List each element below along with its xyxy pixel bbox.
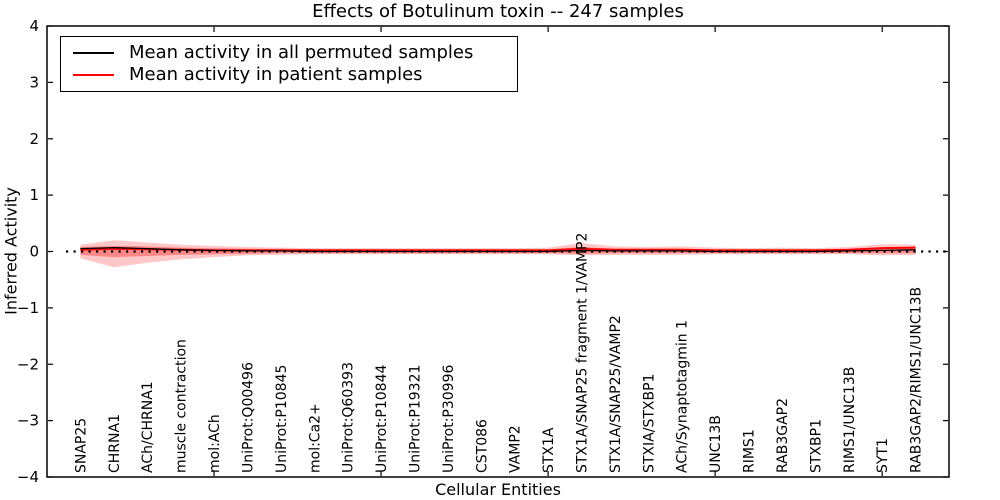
x-category-label: UniProt:P10845	[274, 365, 290, 473]
patient-line-swatch	[73, 74, 114, 77]
permuted-line-swatch	[73, 51, 114, 54]
y-tick-label: −2	[17, 355, 39, 373]
permuted-mean-line	[80, 246, 916, 253]
y-tick-label: 3	[29, 73, 39, 91]
legend-label-patient: Mean activity in patient samples	[129, 64, 423, 86]
x-category-label: VAMP2	[508, 425, 524, 473]
y-tick-label: 2	[29, 130, 39, 148]
x-category-label: RAB3GAP2	[775, 398, 791, 473]
x-category-label: SNAP25	[73, 418, 89, 473]
legend-item-patient: Mean activity in patient samples	[61, 66, 517, 84]
x-axis-label: Cellular Entities	[435, 480, 561, 499]
x-category-label: UNC13B	[708, 415, 724, 473]
x-category-label: UniProt:P10844	[374, 365, 390, 473]
x-category-label: RIMS1	[742, 429, 758, 473]
y-axis-label: Inferred Activity	[1, 187, 21, 315]
x-category-label: UniProt:Q00496	[240, 362, 256, 473]
chart-title: Effects of Botulinum toxin -- 247 sample…	[312, 1, 684, 22]
y-tick-label: 0	[29, 243, 39, 261]
x-category-label: CHRNA1	[107, 414, 123, 473]
y-tick-label: −1	[17, 299, 39, 317]
x-category-label: UniProt:P30996	[441, 365, 457, 473]
y-tick-label: 4	[29, 17, 39, 35]
axes-frame	[46, 25, 950, 478]
x-category-label: STX1A/SNAP25 fragment 1/VAMP2	[575, 233, 591, 473]
x-category-label: CST086	[474, 419, 490, 473]
legend-label-permuted: Mean activity in all permuted samples	[129, 41, 474, 63]
y-tick-label: −3	[17, 412, 39, 430]
x-category-label: RAB3GAP2/RIMS1/UNC13B	[909, 287, 925, 473]
y-tick-label: 1	[29, 186, 39, 204]
x-category-label: UniProt:Q60393	[341, 362, 357, 473]
x-category-label: ACh/Synaptotagmin 1	[675, 320, 691, 473]
x-category-label: STX1A/SNAP25/VAMP2	[608, 315, 624, 473]
x-category-label: STXBP1	[808, 419, 824, 473]
y-tick-label: −4	[17, 468, 39, 486]
x-category-label: muscle contraction	[174, 339, 190, 473]
x-category-label: SYT1	[875, 438, 891, 473]
x-category-label: RIMS1/UNC13B	[842, 367, 858, 473]
x-category-label: mol:Ca2+	[307, 403, 323, 473]
legend: Mean activity in all permuted samples Me…	[60, 36, 518, 92]
x-category-label: UniProt:P19321	[407, 365, 423, 473]
x-category-label: ACh/CHRNA1	[140, 381, 156, 473]
x-category-label: mol:ACh	[207, 414, 223, 473]
patient-activity-spread-outer-band	[80, 240, 916, 268]
legend-item-permuted: Mean activity in all permuted samples	[61, 41, 517, 63]
x-category-label: STX1A	[541, 427, 557, 473]
x-category-label: STXIA/STXBP1	[641, 374, 657, 473]
